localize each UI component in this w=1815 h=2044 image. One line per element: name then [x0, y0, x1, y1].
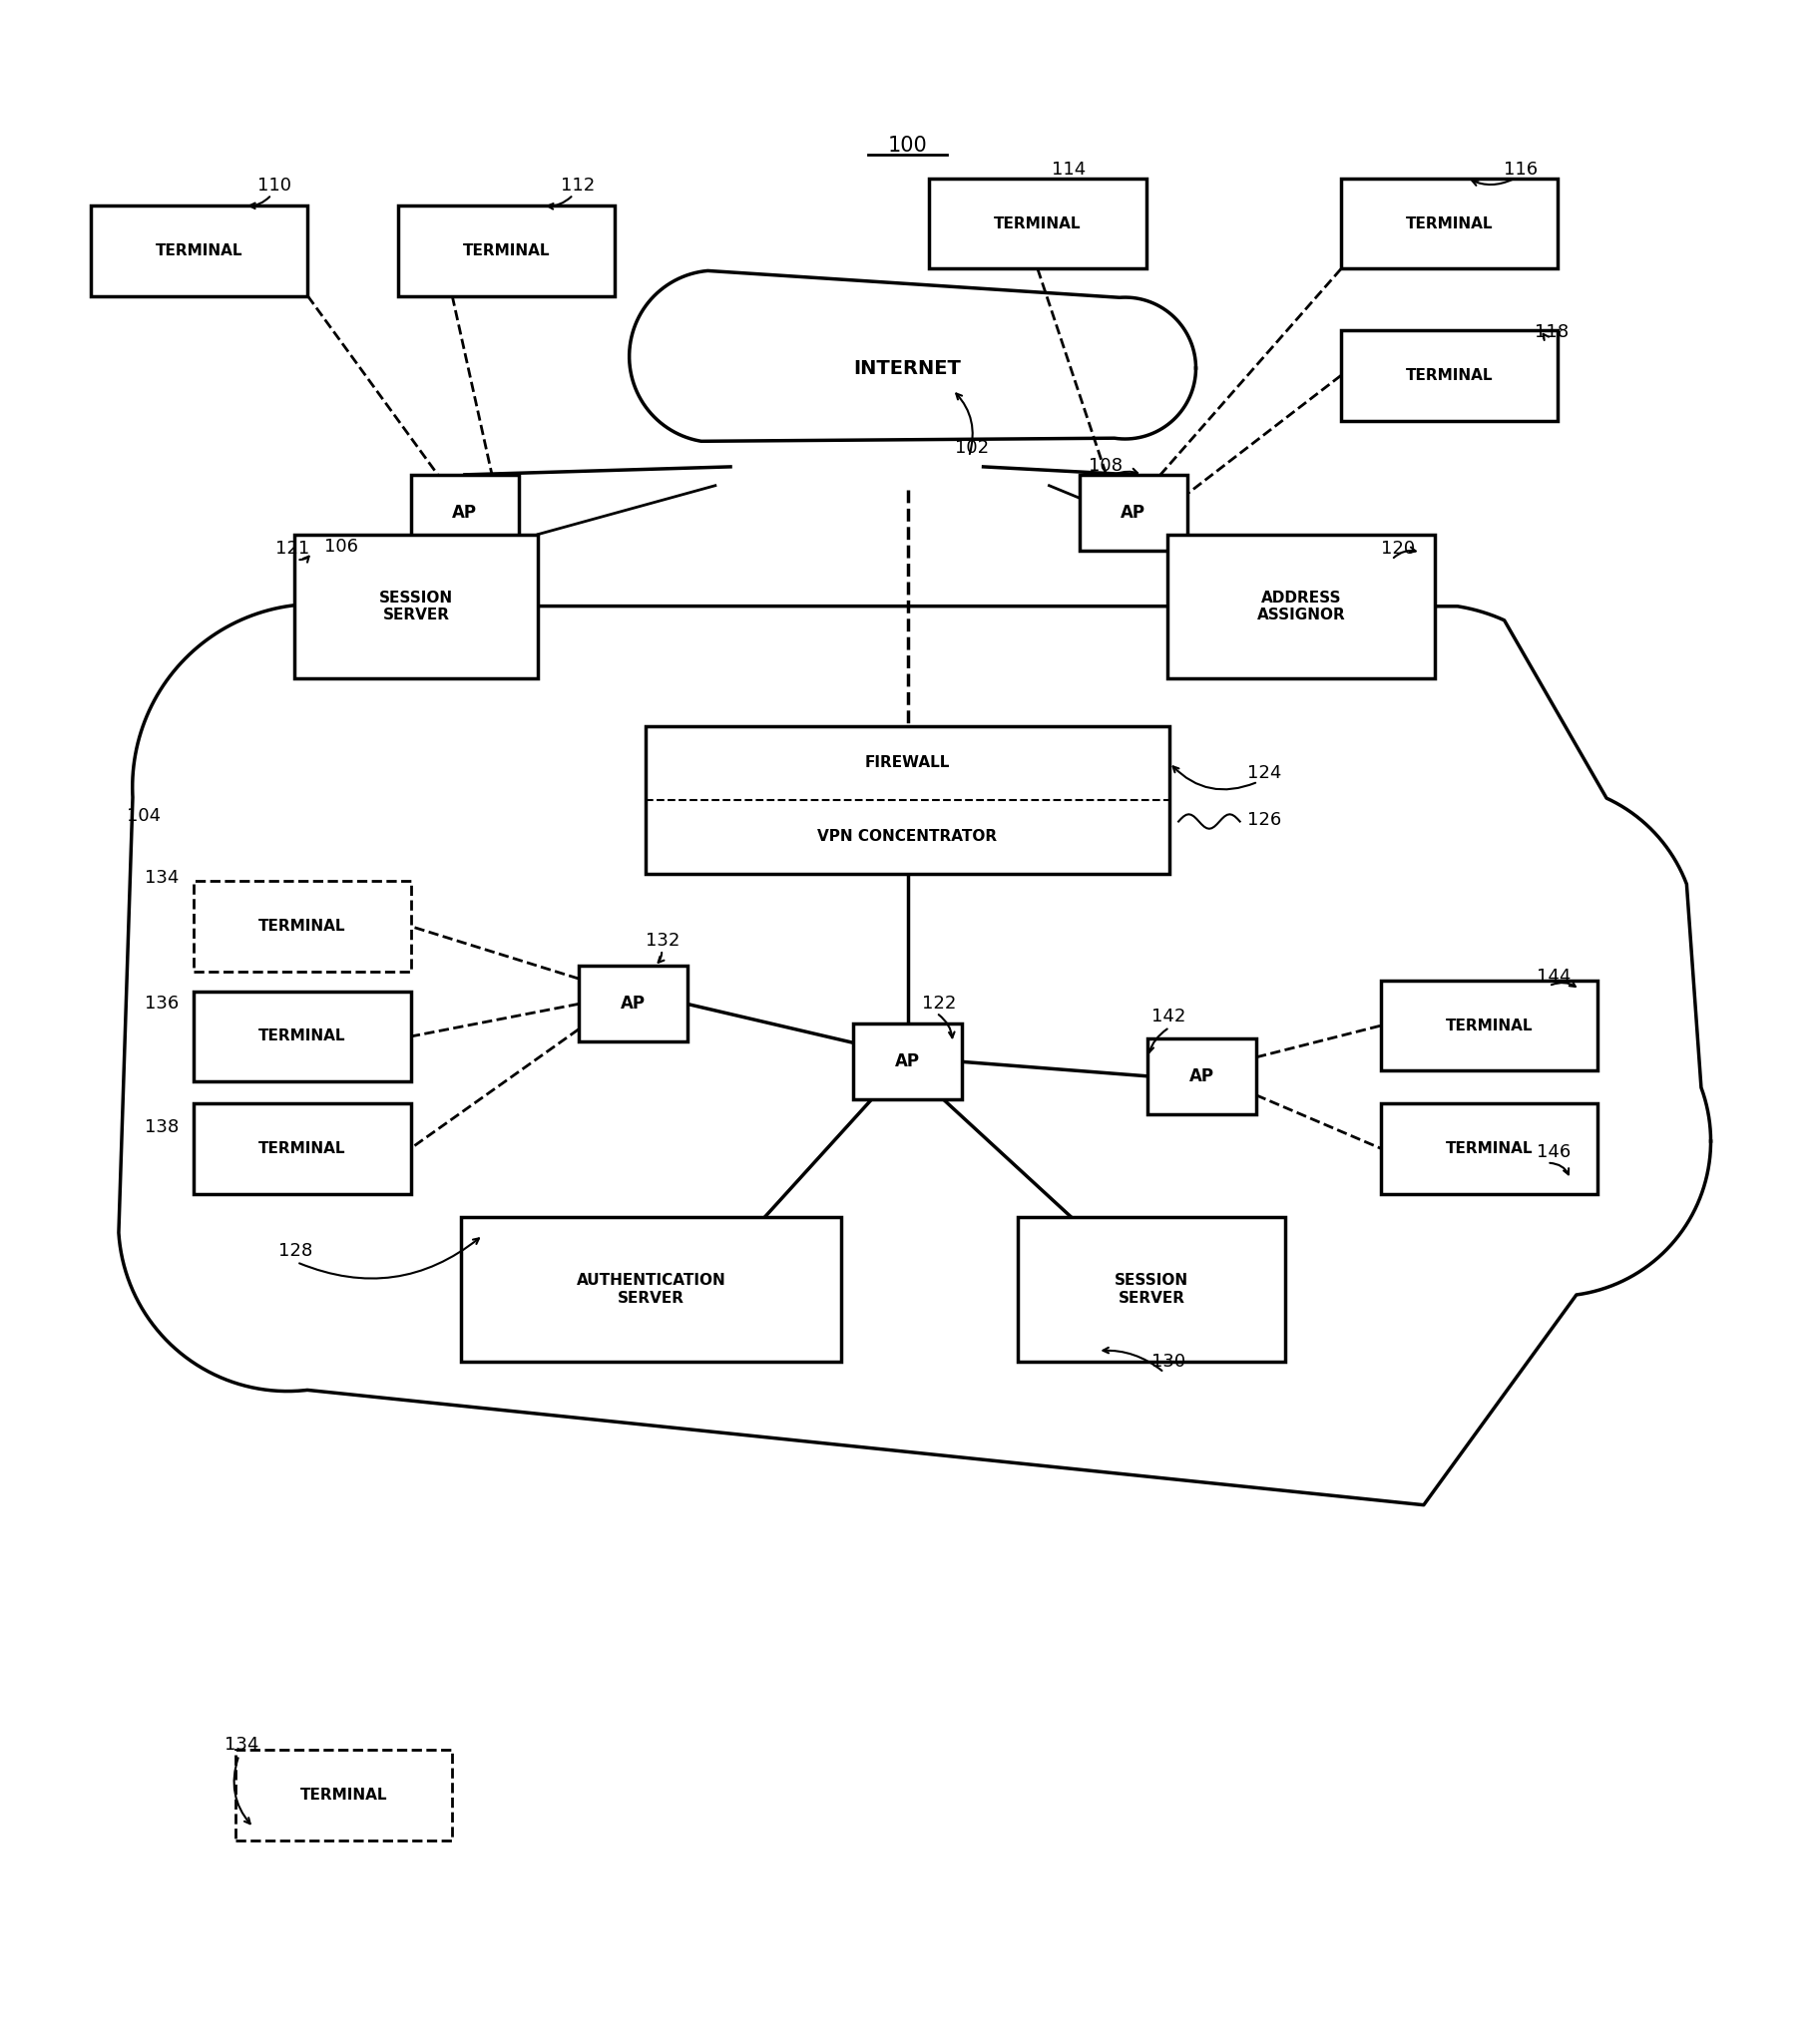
- Circle shape: [1387, 785, 1697, 1094]
- Text: TERMINAL: TERMINAL: [1445, 1018, 1534, 1032]
- Circle shape: [1245, 605, 1612, 971]
- Text: TERMINAL: TERMINAL: [1407, 368, 1494, 382]
- Text: 138: 138: [145, 1118, 180, 1136]
- Text: TERMINAL: TERMINAL: [258, 1141, 347, 1157]
- Text: AP: AP: [895, 1053, 920, 1071]
- Ellipse shape: [684, 315, 1131, 450]
- Text: 122: 122: [922, 995, 957, 1014]
- Text: TERMINAL: TERMINAL: [156, 243, 243, 258]
- Circle shape: [103, 834, 414, 1145]
- FancyBboxPatch shape: [397, 206, 615, 296]
- Circle shape: [358, 1188, 753, 1582]
- Text: TERMINAL: TERMINAL: [1445, 1141, 1534, 1157]
- FancyBboxPatch shape: [1167, 533, 1436, 679]
- Text: SESSION
SERVER: SESSION SERVER: [379, 591, 454, 623]
- Circle shape: [831, 227, 1035, 429]
- Text: TERMINAL: TERMINAL: [258, 920, 347, 934]
- Text: 130: 130: [1151, 1353, 1185, 1372]
- Text: 108: 108: [1089, 456, 1122, 474]
- Text: TERMINAL: TERMINAL: [463, 243, 550, 258]
- Circle shape: [630, 270, 800, 442]
- Text: TERMINAL: TERMINAL: [995, 217, 1082, 231]
- FancyBboxPatch shape: [1341, 331, 1557, 421]
- Circle shape: [118, 1053, 457, 1392]
- FancyBboxPatch shape: [410, 474, 519, 550]
- Text: 134: 134: [225, 1735, 260, 1754]
- Text: TERMINAL: TERMINAL: [299, 1788, 387, 1803]
- Text: 142: 142: [1151, 1008, 1185, 1026]
- Circle shape: [372, 505, 1443, 1576]
- Circle shape: [1055, 296, 1196, 439]
- Text: 100: 100: [888, 137, 927, 155]
- FancyBboxPatch shape: [1381, 1104, 1597, 1194]
- Text: 146: 146: [1535, 1143, 1570, 1161]
- Text: 112: 112: [561, 176, 595, 194]
- FancyBboxPatch shape: [1080, 474, 1187, 550]
- Text: AP: AP: [452, 503, 477, 521]
- Text: 132: 132: [646, 932, 681, 950]
- Text: 134: 134: [145, 869, 180, 887]
- Circle shape: [780, 458, 1176, 852]
- Text: TERMINAL: TERMINAL: [258, 1028, 347, 1044]
- FancyBboxPatch shape: [1147, 1038, 1256, 1114]
- Circle shape: [316, 499, 710, 893]
- Text: ADDRESS
ASSIGNOR: ADDRESS ASSIGNOR: [1258, 591, 1345, 623]
- Circle shape: [697, 617, 1541, 1464]
- Circle shape: [274, 617, 1118, 1464]
- FancyBboxPatch shape: [579, 967, 688, 1042]
- Text: 124: 124: [1247, 764, 1281, 781]
- Circle shape: [953, 251, 1134, 433]
- Circle shape: [639, 1226, 1035, 1621]
- Text: TERMINAL: TERMINAL: [1407, 217, 1494, 231]
- Circle shape: [132, 605, 499, 971]
- Text: INTERNET: INTERNET: [853, 358, 962, 378]
- Text: 126: 126: [1247, 811, 1281, 828]
- Text: 121: 121: [276, 540, 309, 558]
- FancyBboxPatch shape: [91, 206, 309, 296]
- Text: 136: 136: [145, 995, 180, 1014]
- Circle shape: [922, 1206, 1316, 1600]
- Text: SESSION
SERVER: SESSION SERVER: [1114, 1273, 1189, 1306]
- FancyBboxPatch shape: [194, 1104, 410, 1194]
- Text: 102: 102: [955, 439, 989, 456]
- Text: 110: 110: [258, 176, 290, 194]
- Circle shape: [715, 188, 1100, 572]
- Circle shape: [1020, 499, 1416, 893]
- Circle shape: [715, 235, 918, 437]
- Text: 104: 104: [127, 807, 162, 826]
- Text: 116: 116: [1503, 161, 1537, 178]
- Text: 128: 128: [280, 1243, 312, 1261]
- Text: 106: 106: [323, 538, 358, 556]
- FancyBboxPatch shape: [294, 533, 537, 679]
- Text: AUTHENTICATION
SERVER: AUTHENTICATION SERVER: [575, 1273, 726, 1306]
- Ellipse shape: [309, 660, 1506, 1419]
- Text: 118: 118: [1534, 323, 1568, 341]
- Text: AP: AP: [1122, 503, 1145, 521]
- Text: FIREWALL: FIREWALL: [866, 756, 949, 771]
- FancyBboxPatch shape: [194, 991, 410, 1081]
- Circle shape: [1401, 987, 1712, 1296]
- FancyBboxPatch shape: [646, 726, 1169, 875]
- FancyBboxPatch shape: [236, 1750, 452, 1840]
- FancyBboxPatch shape: [461, 1216, 840, 1361]
- FancyBboxPatch shape: [194, 881, 410, 971]
- Text: 144: 144: [1535, 969, 1570, 985]
- FancyBboxPatch shape: [853, 1024, 962, 1100]
- Text: 120: 120: [1381, 540, 1416, 558]
- FancyBboxPatch shape: [1018, 1216, 1285, 1361]
- FancyBboxPatch shape: [929, 178, 1145, 270]
- Text: VPN CONCENTRATOR: VPN CONCENTRATOR: [817, 830, 998, 844]
- Text: AP: AP: [621, 995, 646, 1014]
- FancyBboxPatch shape: [1341, 178, 1557, 270]
- Text: AP: AP: [1189, 1067, 1214, 1085]
- FancyBboxPatch shape: [1381, 981, 1597, 1071]
- Circle shape: [1218, 1141, 1584, 1506]
- Text: 114: 114: [1053, 161, 1085, 178]
- Circle shape: [541, 458, 937, 852]
